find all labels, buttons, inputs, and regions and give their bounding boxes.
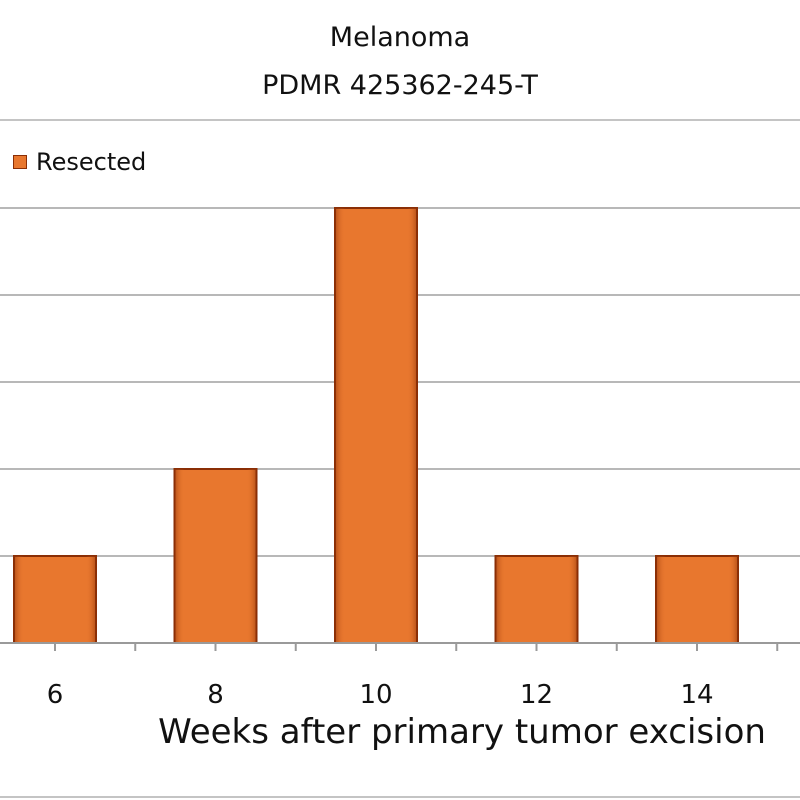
x-tick-label-12: 12 — [520, 680, 553, 710]
bar-shade — [174, 469, 257, 643]
bar-12 — [494, 555, 579, 644]
bar-shade — [14, 556, 96, 643]
bar-10 — [334, 207, 418, 644]
bar-shade — [495, 556, 578, 643]
legend: Resected — [13, 148, 146, 176]
bar-shade — [656, 556, 738, 643]
x-tick-label-8: 8 — [207, 680, 224, 710]
x-tick-label-6: 6 — [47, 680, 64, 710]
legend-label-resected: Resected — [36, 148, 147, 176]
chart-subtitle: PDMR 425362-245-T — [262, 70, 538, 101]
bar-6 — [13, 555, 97, 644]
bar-14 — [655, 555, 739, 644]
x-tick-label-10: 10 — [359, 680, 392, 710]
chart-title: Melanoma — [329, 22, 471, 53]
legend-swatch-resected — [13, 155, 27, 169]
x-axis-label: Weeks after primary tumor excision — [158, 712, 766, 752]
bar-shade — [335, 208, 417, 643]
x-tick-label-14: 14 — [680, 680, 713, 710]
bar-8 — [173, 468, 258, 644]
